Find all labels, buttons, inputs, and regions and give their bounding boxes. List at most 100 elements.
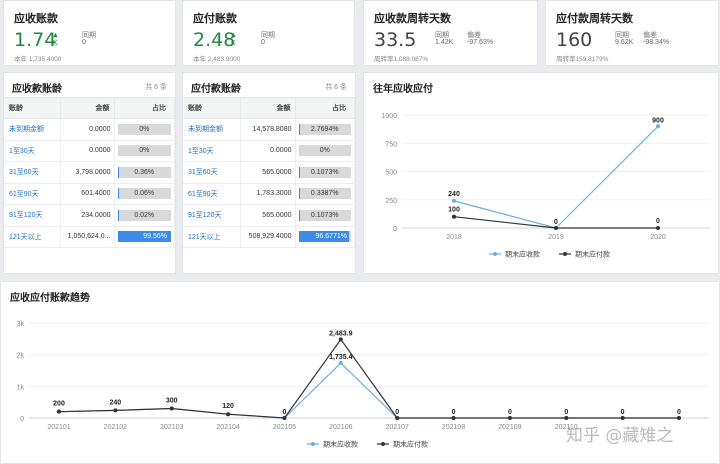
- amount-cell: 601.4000: [60, 183, 115, 205]
- percent-cell: 0%: [114, 118, 175, 141]
- percent-text: 96.6771%: [315, 233, 347, 241]
- column-header-aging[interactable]: 账龄: [4, 97, 61, 119]
- legend-label: 期末应收款: [323, 440, 358, 449]
- percent-cell: 2.7694%: [295, 118, 355, 141]
- row-count: 共 6 条: [145, 84, 167, 91]
- column-header-amount[interactable]: 金额: [60, 97, 115, 119]
- data-point: [338, 337, 343, 342]
- kpi-value: 33.5: [374, 29, 417, 51]
- data-label: 0: [621, 409, 625, 416]
- x-tick-label: 202107: [386, 424, 409, 431]
- arrow-up-icon: ▲: [52, 32, 59, 39]
- data-point: [451, 416, 456, 420]
- table-row[interactable]: 121天以上 1,050,624.0... 99.56%: [4, 226, 175, 248]
- table-row[interactable]: 31至60天 565.0000 0.1073%: [183, 161, 355, 184]
- aging-link[interactable]: 121天以上: [183, 226, 241, 248]
- table-row[interactable]: 91至120天 565.0000 0.1073%: [183, 204, 355, 227]
- table-row[interactable]: 1至30天 0.0000 0%: [4, 140, 175, 162]
- table-row[interactable]: 1至30天 0.0000 0%: [183, 140, 355, 162]
- y-tick-label: 750: [385, 141, 397, 148]
- watermark: 知乎 @藏雉之: [566, 426, 674, 446]
- table-row[interactable]: 121天以上 508,929.4000 96.6771%: [183, 226, 355, 248]
- aging-link[interactable]: 31至60天: [4, 161, 61, 184]
- arrow-up-icon: ▲: [230, 32, 237, 39]
- percent-bar: 0.36%: [117, 166, 171, 178]
- table-row[interactable]: 未到期金额 14,578.8080 2.7694%: [183, 118, 355, 141]
- percent-bar-fill: [298, 166, 300, 178]
- x-tick-label: 202101: [47, 424, 70, 431]
- legend-label: 期末应收款: [505, 250, 540, 259]
- table-row[interactable]: 未到期金额 0.0000 0%: [4, 118, 175, 141]
- legend-marker: [493, 252, 497, 256]
- percent-cell: 96.6771%: [295, 226, 355, 248]
- table-row[interactable]: 31至60天 3,798.0000 0.36%: [4, 161, 175, 184]
- aging-link[interactable]: 61至90天: [183, 183, 241, 205]
- data-point: [677, 416, 681, 420]
- y-tick-label: 500: [385, 170, 397, 177]
- kpi-diff-value: -97.63%: [467, 39, 494, 46]
- table-row[interactable]: 61至90天 1,783.3000 0.3387%: [183, 183, 355, 205]
- data-point: [656, 124, 660, 129]
- aging-link[interactable]: 未到期金额: [183, 118, 241, 141]
- table-row[interactable]: 91至120天 234.0000 0.02%: [4, 204, 175, 227]
- percent-cell: 0%: [114, 140, 175, 162]
- kpi-card-payable-turnover: 应付款周转天数 160 同期 9.62K 偏差 -98.34% 周转率159.8…: [545, 0, 719, 66]
- data-label: 120: [222, 403, 234, 410]
- percent-bar-fill: [298, 123, 300, 135]
- data-label: 0: [656, 218, 660, 225]
- percent-bar-fill: [117, 188, 119, 200]
- percent-cell: 0.3387%: [295, 183, 355, 205]
- x-tick-label: 202109: [498, 424, 521, 431]
- data-label: 0: [564, 409, 568, 416]
- column-header-percent[interactable]: 占比: [114, 97, 175, 119]
- data-point: [113, 408, 118, 413]
- y-tick-label: 0: [393, 226, 397, 233]
- y-tick-label: 250: [385, 198, 397, 205]
- aging-link[interactable]: 未到期金额: [4, 118, 61, 141]
- aging-link[interactable]: 91至120天: [4, 204, 61, 227]
- data-label: 100: [448, 207, 460, 214]
- data-label: 0: [283, 409, 287, 416]
- x-tick-label: 2020: [650, 234, 666, 241]
- column-header-percent[interactable]: 占比: [295, 97, 355, 119]
- kpi-compare-value: 9.62K: [615, 39, 634, 46]
- panel-title: 应付款账龄: [191, 84, 241, 95]
- aging-link[interactable]: 1至30天: [183, 140, 241, 162]
- kpi-footer: 本年 1,735.4000: [14, 56, 62, 63]
- payable-aging-panel: 应付款账龄 共 6 条 账龄 金额 占比 未到期金额 14,578.8080 2.7…: [182, 72, 356, 274]
- series-line: [58, 338, 679, 419]
- kpi-title: 应付账款: [193, 13, 237, 25]
- data-label: 1,735.4: [329, 354, 352, 361]
- aging-link[interactable]: 31至60天: [183, 161, 241, 184]
- percent-bar-fill: [117, 209, 119, 221]
- aging-link[interactable]: 121天以上: [4, 226, 61, 248]
- percent-bar: 0%: [117, 123, 171, 135]
- percent-bar: 0.1073%: [298, 166, 351, 178]
- kpi-diff-value: -98.34%: [643, 39, 670, 46]
- percent-text: 0%: [139, 125, 150, 133]
- aging-link[interactable]: 91至120天: [183, 204, 241, 227]
- kpi-compare-value: 1.42K: [435, 39, 454, 46]
- table-row[interactable]: 61至90天 601.4000 0.06%: [4, 183, 175, 205]
- percent-bar: 0.06%: [117, 188, 171, 200]
- series-line: [453, 125, 659, 229]
- data-point: [452, 198, 456, 203]
- kpi-footer: 本年 2,483.9000: [193, 56, 241, 63]
- kpi-footer: 周转率1,088.087%: [374, 56, 429, 63]
- kpi-diff-label: 偏差: [467, 32, 481, 39]
- column-header-aging[interactable]: 账龄: [183, 97, 241, 119]
- data-point: [452, 214, 456, 219]
- data-point: [656, 226, 660, 230]
- data-point: [507, 416, 512, 420]
- percent-cell: 99.56%: [114, 226, 175, 248]
- kpi-title: 应付款周转天数: [556, 13, 633, 25]
- chart-title: 往年应收应付: [373, 84, 433, 95]
- percent-text: 0%: [319, 147, 330, 155]
- x-tick-label: 202108: [442, 424, 465, 431]
- data-point: [169, 406, 174, 411]
- aging-link[interactable]: 61至90天: [4, 183, 61, 205]
- kpi-value: 160: [556, 29, 593, 51]
- aging-link[interactable]: 1至30天: [4, 140, 61, 162]
- percent-text: 0.3387%: [310, 190, 339, 198]
- column-header-amount[interactable]: 金额: [240, 97, 296, 119]
